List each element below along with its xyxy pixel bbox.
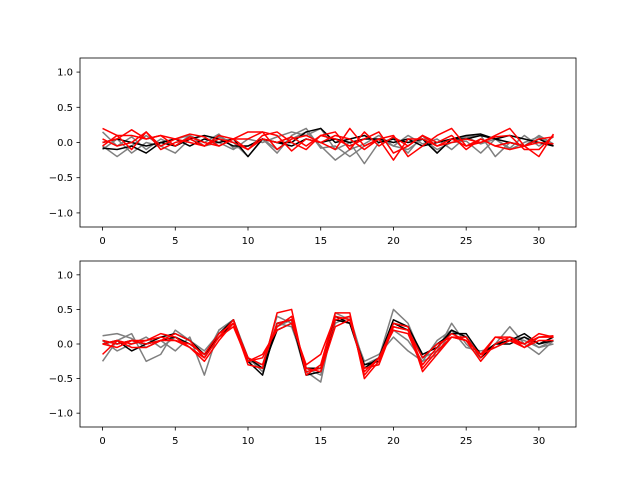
axes-bottom-subplot: 0 5 10 15 20 25 30 −1.0 −0.5 0.0 0.5 1.0	[49, 260, 577, 447]
x-tick-label: 10	[242, 436, 255, 447]
x-tick-label: 20	[387, 436, 400, 447]
y-tick-label: 1.0	[57, 68, 73, 79]
x-tick-label: 0	[99, 436, 105, 447]
y-tick-label: 0.0	[57, 340, 73, 351]
series-line-1	[102, 127, 554, 158]
y-tick-label: 0.5	[57, 103, 73, 114]
axes-top-subplot: 0 5 10 15 20 25 30 −1.0 −0.5 0.0 0.5 1.0	[49, 57, 577, 247]
x-tick-label: 25	[460, 436, 473, 447]
series-line-8	[102, 131, 554, 161]
y-tick-label: 0.0	[57, 138, 73, 149]
x-tick-label: 25	[460, 236, 473, 247]
x-tick-label: 10	[242, 236, 255, 247]
series-line-6	[102, 127, 554, 158]
x-tick-label: 5	[172, 236, 178, 247]
series-line-6	[102, 308, 554, 380]
y-tick-label: 0.5	[57, 305, 73, 316]
y-tick-label: −1.0	[49, 409, 73, 420]
y-tick-label: 1.0	[57, 270, 73, 281]
y-tick-label: −0.5	[49, 173, 73, 184]
x-tick-label: 30	[533, 236, 546, 247]
x-tick-label: 20	[387, 236, 400, 247]
x-tick-label: 30	[533, 436, 546, 447]
series-line-7	[102, 131, 554, 151]
series-line-8	[102, 319, 554, 373]
x-tick-label: 0	[99, 236, 105, 247]
y-tick-label: −1.0	[49, 208, 73, 219]
x-tick-label: 5	[172, 436, 178, 447]
y-tick-label: −0.5	[49, 374, 73, 385]
x-tick-label: 15	[314, 236, 327, 247]
x-tick-label: 15	[314, 436, 327, 447]
